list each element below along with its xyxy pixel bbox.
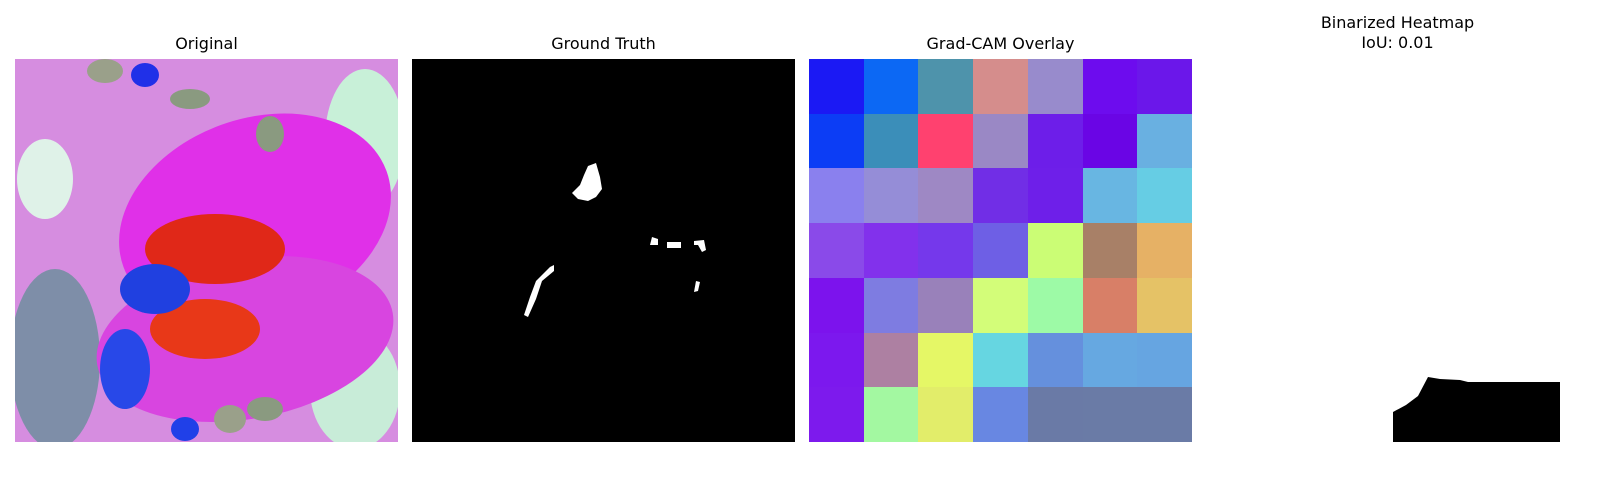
gradcam-cell: [1082, 59, 1138, 114]
gradcam-cell: [1137, 332, 1192, 388]
ground-truth-mask: [412, 59, 795, 442]
gradcam-cell: [1082, 168, 1138, 224]
gradcam-cell: [918, 332, 974, 388]
gradcam-cell: [973, 277, 1028, 333]
gradcam-cell: [809, 113, 864, 169]
gradcam-cell: [1082, 113, 1138, 169]
gradcam-title: Grad-CAM Overlay: [926, 34, 1075, 53]
gradcam-cell: [1027, 168, 1083, 224]
gradcam-cell: [918, 223, 974, 278]
gradcam-cell: [1027, 277, 1083, 333]
gradcam-cell: [918, 113, 974, 169]
gradcam-cell: [809, 59, 864, 114]
gradcam-cell: [1082, 332, 1138, 388]
binarized-title: Binarized Heatmap IoU: 0.01: [1320, 13, 1475, 52]
gradcam-cell: [863, 332, 919, 388]
gradcam-cell: [809, 277, 864, 333]
gradcam-cell: [973, 332, 1028, 388]
gradcam-cell: [863, 277, 919, 333]
gradcam-cell: [1137, 387, 1192, 442]
gradcam-cell: [973, 223, 1028, 278]
gradcam-cell: [1137, 168, 1192, 224]
gradcam-cell: [1137, 59, 1192, 114]
gradcam-cell: [1027, 113, 1083, 169]
gradcam-cell: [918, 387, 974, 442]
gradcam-overlay: [809, 59, 1192, 442]
gradcam-cell: [863, 387, 919, 442]
gradcam-cell: [809, 168, 864, 224]
gradcam-cell: [1027, 59, 1083, 114]
gradcam-cell: [973, 113, 1028, 169]
gradcam-cell: [973, 168, 1028, 224]
gradcam-cell: [809, 387, 864, 442]
gradcam-cell: [918, 277, 974, 333]
original-image: [15, 59, 398, 442]
heatmap-region: [1393, 377, 1560, 442]
gradcam-cell: [1027, 332, 1083, 388]
gradcam-cell: [863, 223, 919, 278]
gradcam-cell: [809, 332, 864, 388]
gradcam-cell: [1027, 223, 1083, 278]
gradcam-cell: [1082, 223, 1138, 278]
gradcam-cell: [973, 387, 1028, 442]
gradcam-cell: [918, 168, 974, 224]
gradcam-cell: [1137, 113, 1192, 169]
ground-truth-title: Ground Truth: [551, 34, 656, 53]
gradcam-cell: [863, 59, 919, 114]
gradcam-cell: [809, 223, 864, 278]
gradcam-cell: [918, 59, 974, 114]
gradcam-cell: [863, 168, 919, 224]
binarized-heatmap: [1206, 59, 1589, 442]
gradcam-cell: [1137, 277, 1192, 333]
gradcam-cell: [1082, 277, 1138, 333]
gradcam-cell: [973, 59, 1028, 114]
gradcam-cell: [1082, 387, 1138, 442]
gradcam-cell: [1137, 223, 1192, 278]
gradcam-cell: [863, 113, 919, 169]
gradcam-cell: [1027, 387, 1083, 442]
original-title: Original: [175, 34, 238, 53]
